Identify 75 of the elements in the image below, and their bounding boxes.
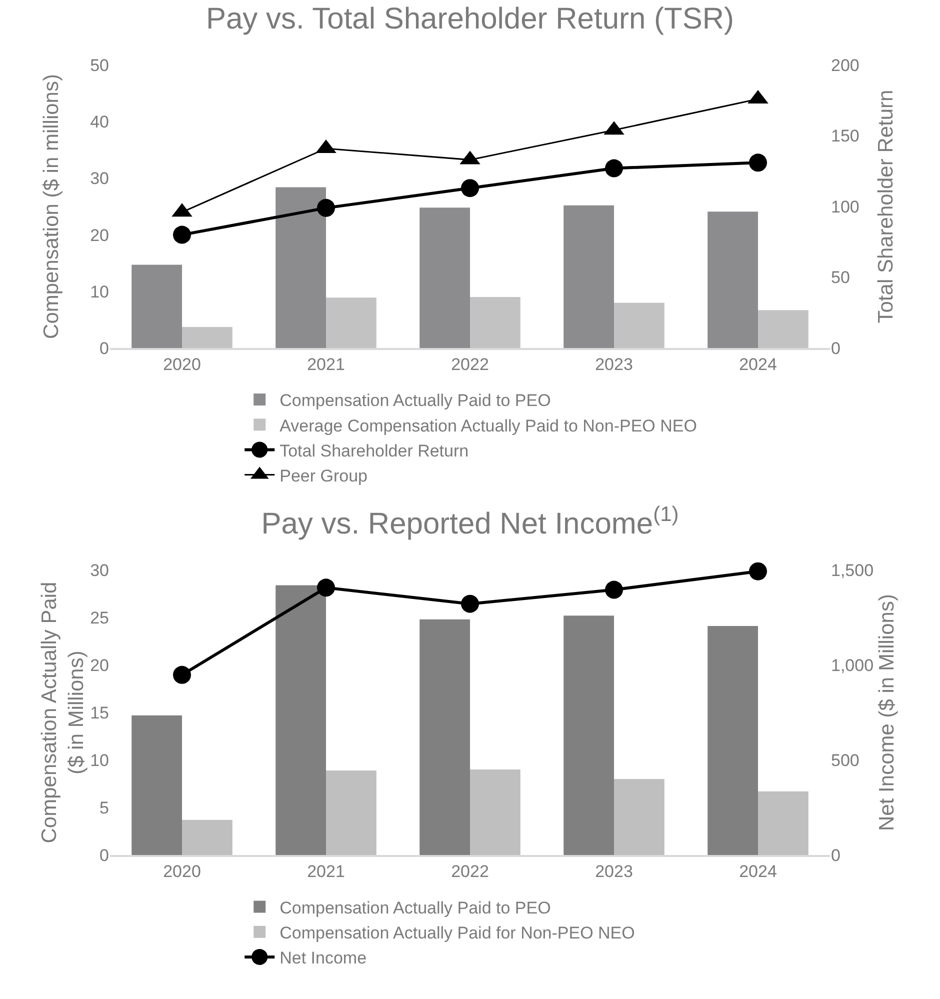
point [605, 159, 623, 178]
y-axis-title: Compensation Actually Paid ($ in Millions) [38, 582, 88, 844]
y-tick-label: 10 [90, 282, 109, 302]
legend-label: Compensation Actually Paid for Non-PEO NEO [280, 923, 635, 942]
bar [708, 212, 758, 348]
point [317, 578, 335, 597]
y2-tick-label: 1,000 [831, 656, 874, 675]
legend-label: Compensation Actually Paid to PEO [280, 898, 551, 918]
point [173, 226, 191, 244]
bar [420, 619, 470, 855]
y2-tick-label: 1,500 [831, 560, 874, 580]
y-tick-label: 20 [90, 226, 109, 245]
legend-label: Net Income [280, 948, 367, 968]
y-tick-label: 20 [90, 656, 109, 675]
bar [758, 310, 808, 348]
bar [326, 298, 376, 348]
x-tick-label: 2021 [307, 862, 345, 882]
y-tick-label: 40 [90, 112, 109, 132]
bar [132, 715, 182, 855]
bar [614, 779, 664, 855]
bar [614, 302, 664, 348]
y2-tick-label: 0 [831, 846, 840, 865]
y-tick-label: 30 [90, 169, 109, 188]
chart-title: Pay vs. Total Shareholder Return (TSR) [206, 2, 734, 36]
x-tick-label: 2021 [307, 355, 345, 374]
bar [758, 791, 808, 855]
y2-tick-label: 50 [831, 268, 850, 288]
bar [564, 616, 614, 855]
chart-title: Pay vs. Reported Net Income$^{(1)}$ [261, 502, 679, 540]
point [749, 154, 767, 172]
y-tick-label: 0 [100, 338, 109, 358]
x-tick-label: 2022 [451, 862, 489, 882]
legend-label: Total Shareholder Return [280, 441, 469, 460]
x-tick-label: 2022 [451, 355, 489, 374]
x-tick-label: 2024 [739, 355, 777, 374]
y2-axis-title: Total Shareholder Return [874, 90, 898, 324]
x-tick-label: 2020 [163, 862, 201, 882]
bar [470, 297, 520, 348]
bar [132, 264, 182, 348]
y2-tick-label: 150 [831, 126, 860, 146]
y-axis-title: Compensation ($ in millions) [40, 74, 63, 339]
y-tick-label: 15 [90, 703, 109, 722]
point [173, 666, 191, 684]
bar [326, 770, 376, 855]
x-tick-label: 2023 [595, 355, 633, 374]
x-tick-label: 2020 [163, 355, 201, 374]
point [317, 198, 335, 217]
y2-tick-label: 100 [831, 197, 860, 216]
y-tick-label: 0 [100, 846, 109, 865]
y-tick-label: 5 [100, 798, 109, 818]
x-tick-label: 2023 [595, 862, 633, 882]
bar [276, 187, 326, 348]
y-tick-label: 25 [90, 608, 109, 628]
x-tick-label: 2024 [739, 862, 777, 882]
point [605, 580, 623, 599]
legend-label: Average Compensation Actually Paid to Non-PEO NEO [280, 416, 697, 436]
y2-tick-label: 500 [831, 750, 860, 770]
y2-tick-label: 200 [831, 56, 860, 75]
point [461, 179, 479, 198]
bar [182, 327, 232, 348]
point [461, 594, 479, 613]
bar [564, 205, 614, 348]
bar [420, 208, 470, 348]
y-tick-label: 50 [90, 56, 109, 75]
bar [470, 770, 520, 855]
y-tick-label: 30 [90, 560, 109, 580]
bar [276, 585, 326, 855]
y-tick-label: 10 [90, 750, 109, 770]
legend-label: Peer Group [280, 466, 368, 486]
bar [708, 626, 758, 855]
y2-axis-title: Net Income ($ in Millions) [876, 594, 899, 831]
bar [182, 820, 232, 855]
legend-label: Compensation Actually Paid to PEO [280, 391, 551, 410]
y2-tick-label: 0 [831, 338, 840, 358]
point [749, 562, 767, 580]
